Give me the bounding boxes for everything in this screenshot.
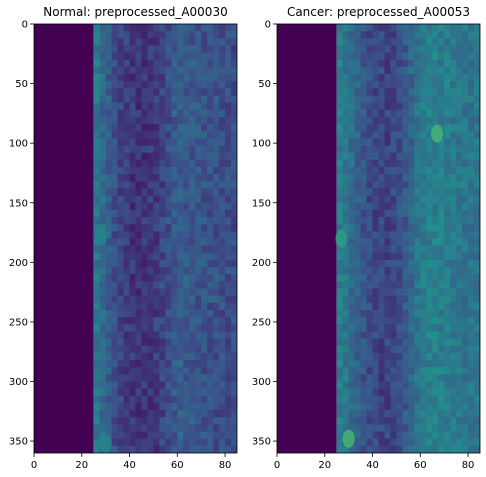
heatmap-image xyxy=(34,24,237,453)
axes-frame xyxy=(33,23,238,454)
y-tick-label: 300 xyxy=(252,377,271,388)
y-tick-label: 250 xyxy=(9,317,28,328)
heatmap-cells xyxy=(336,24,480,453)
y-tick-label: 100 xyxy=(9,139,28,150)
y-tick-label: 50 xyxy=(258,79,271,90)
x-tick-label: 20 xyxy=(318,460,331,471)
heatmap-cells xyxy=(93,24,237,453)
y-tick-label: 150 xyxy=(9,198,28,209)
y-tick-label: 150 xyxy=(252,198,271,209)
y-tick-label: 50 xyxy=(15,79,28,90)
bright-spot xyxy=(342,429,355,448)
bright-spot xyxy=(94,227,107,246)
axes-frame xyxy=(276,23,481,454)
x-tick-label: 40 xyxy=(123,460,136,471)
x-tick-label: 40 xyxy=(366,460,379,471)
y-tick-label: 100 xyxy=(252,139,271,150)
y-tick-label: 300 xyxy=(9,377,28,388)
y-tick-label: 350 xyxy=(9,437,28,448)
panel-title: Cancer: preprocessed_A00053 xyxy=(287,5,470,19)
bright-spot xyxy=(99,434,112,453)
x-tick-label: 60 xyxy=(171,460,184,471)
x-tick-label: 80 xyxy=(462,460,475,471)
normal-heatmap-panel: Normal: preprocessed_A00030 0 20 40 60 80 0 50… xyxy=(9,5,238,471)
x-tick-label: 0 xyxy=(274,460,280,471)
x-tick-label: 60 xyxy=(414,460,427,471)
y-tick-label: 200 xyxy=(9,258,28,269)
masked-band xyxy=(34,24,94,453)
y-tick-label: 0 xyxy=(22,20,28,31)
x-tick-label: 20 xyxy=(75,460,88,471)
y-tick-label: 250 xyxy=(252,317,271,328)
x-tick-label: 80 xyxy=(219,460,232,471)
y-tick-label: 0 xyxy=(265,20,271,31)
x-tick-label: 0 xyxy=(31,460,37,471)
cancer-heatmap-panel: Cancer: preprocessed_A00053 0 20 40 60 80 0 50… xyxy=(252,5,481,471)
y-tick-label: 200 xyxy=(252,258,271,269)
bright-spot xyxy=(335,229,348,248)
y-tick-label: 350 xyxy=(252,437,271,448)
masked-band xyxy=(277,24,337,453)
bright-spot xyxy=(431,124,444,143)
panel-title: Normal: preprocessed_A00030 xyxy=(43,5,227,19)
heatmap-image xyxy=(277,24,480,453)
